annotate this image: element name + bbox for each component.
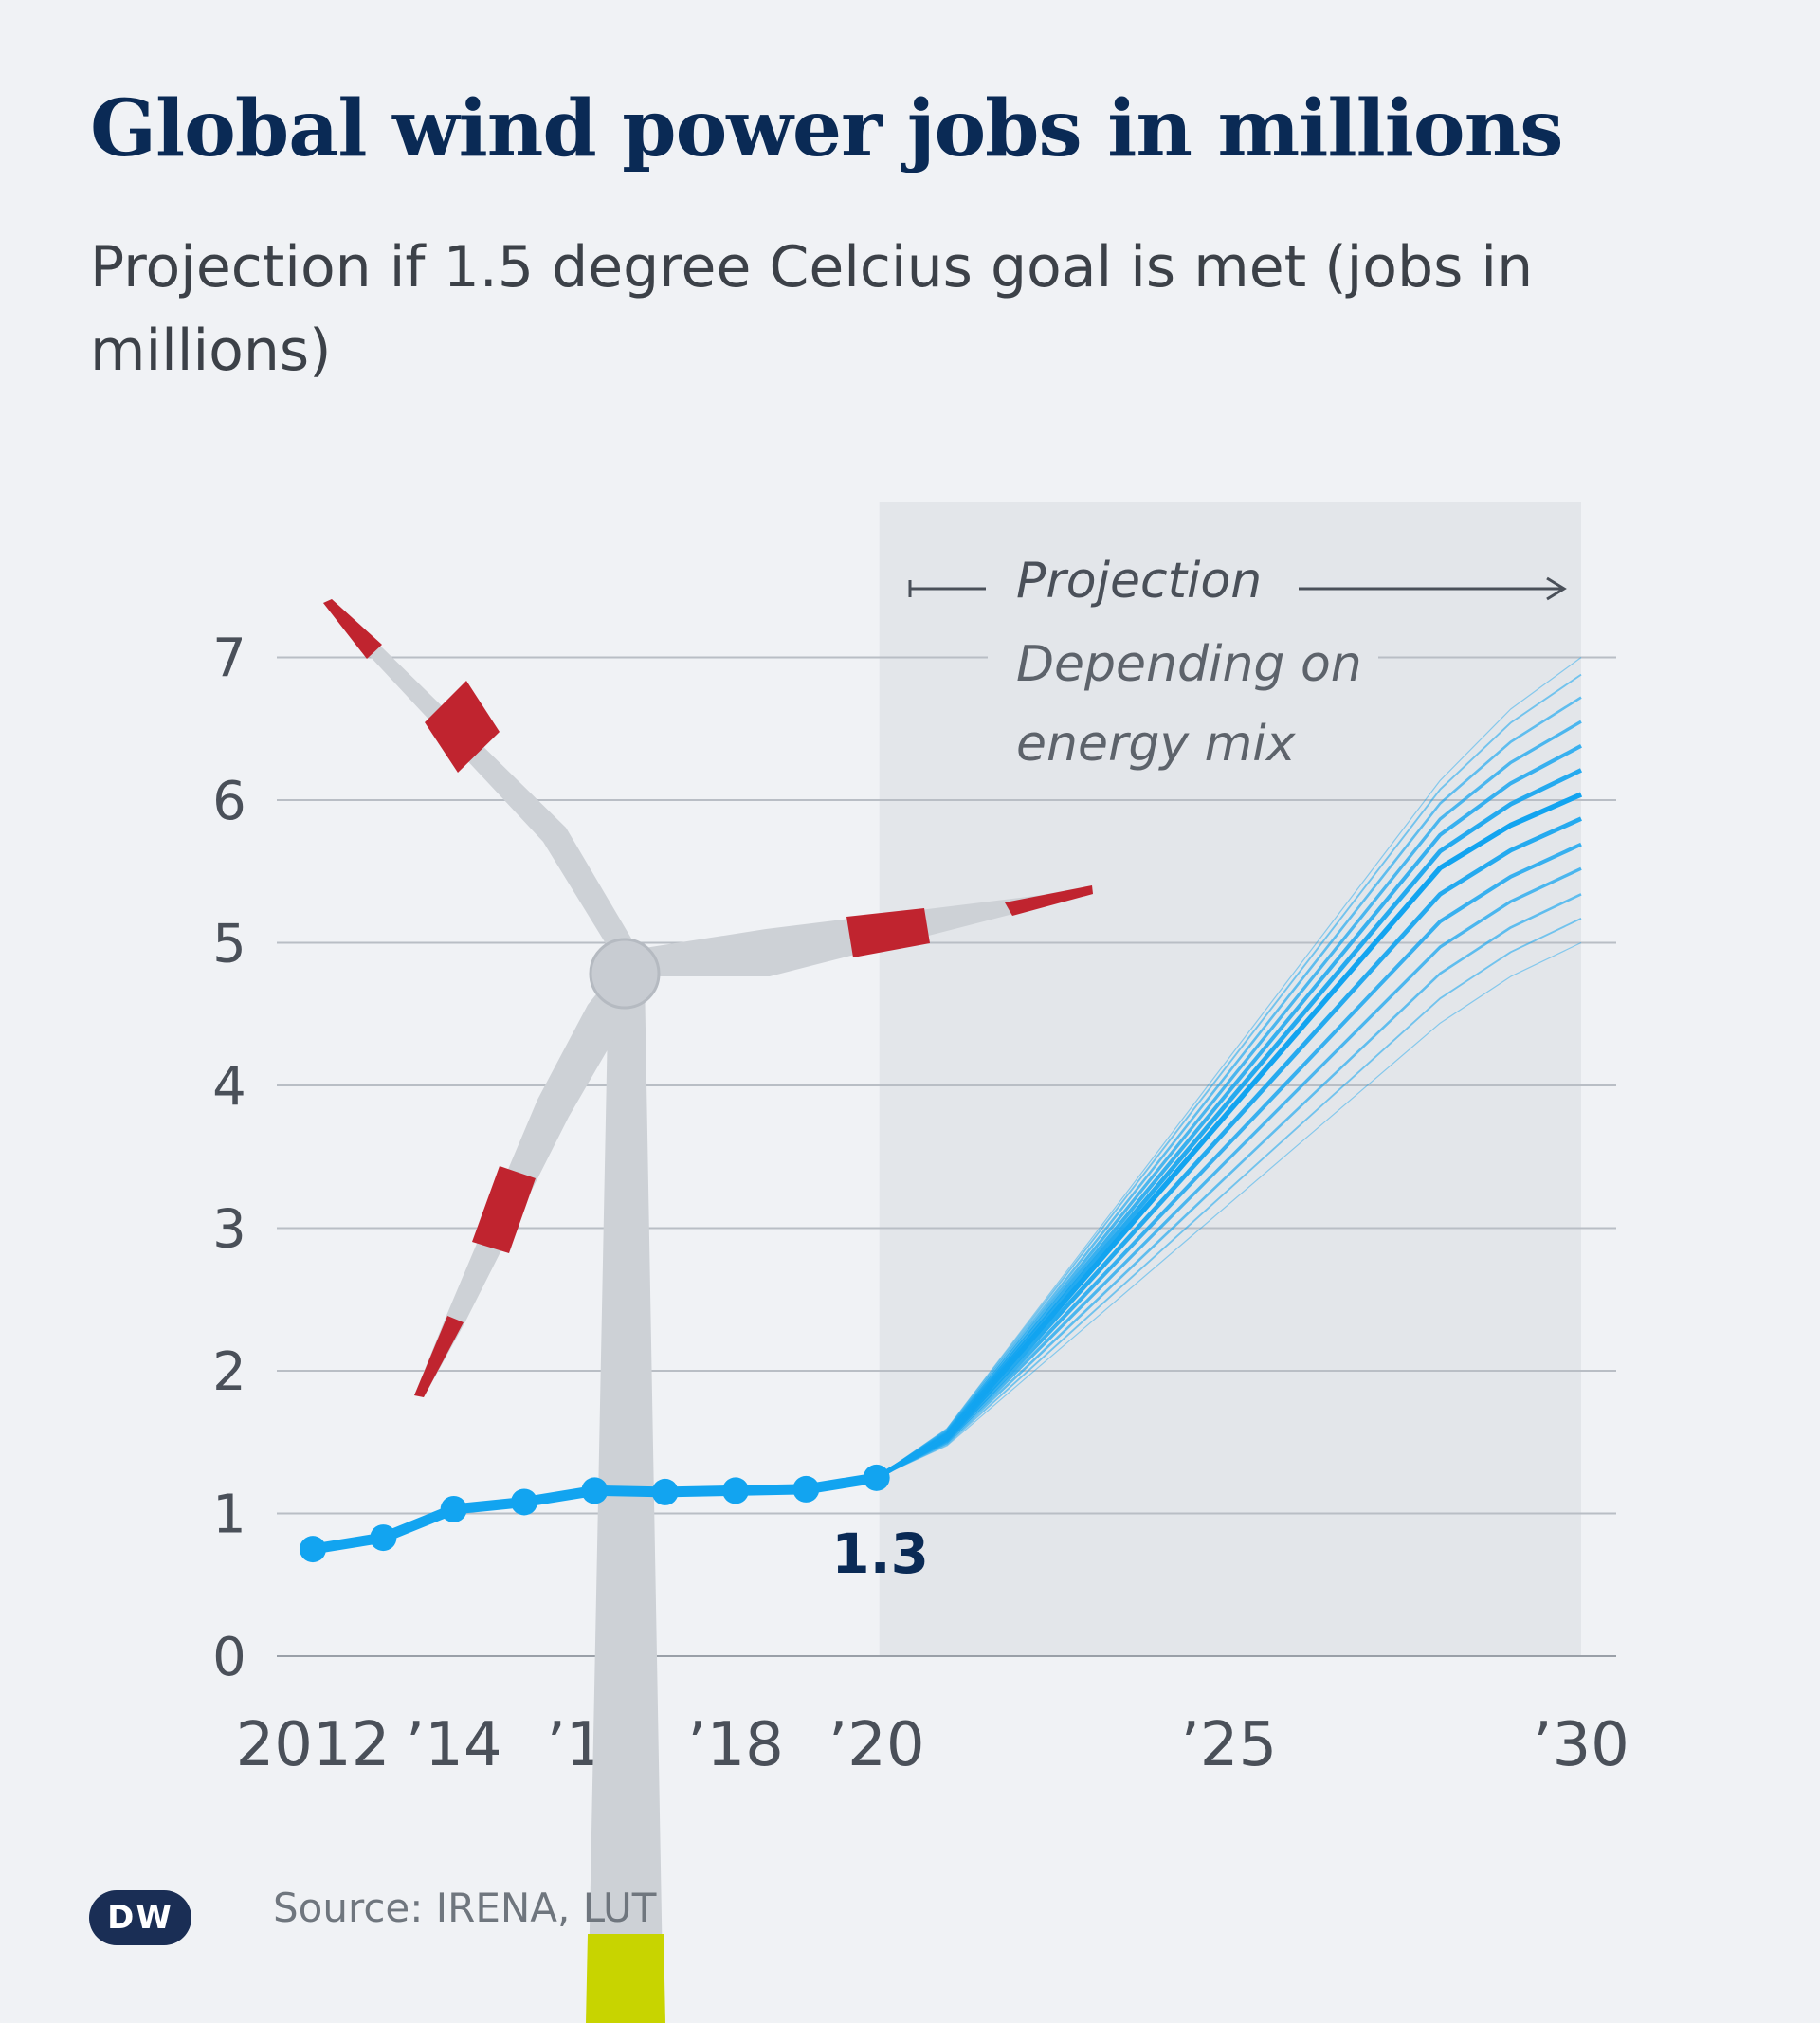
projection-arrow-head — [1546, 576, 1567, 601]
y-tick-label: 4 — [212, 1056, 246, 1118]
turbine-blade-lower-left — [414, 967, 645, 1397]
data-point — [722, 1477, 749, 1504]
data-point — [581, 1477, 609, 1504]
y-tick-label: 7 — [212, 629, 246, 690]
projection-header: Projection Depending on energy mix — [908, 553, 1567, 777]
y-tick-label: 2 — [212, 1341, 246, 1403]
turbine-tower-base — [586, 1934, 665, 2023]
projection-note-line1: Depending on — [1016, 636, 1362, 693]
dw-logo: DW — [89, 1890, 191, 1945]
projection-line — [876, 673, 1582, 1479]
x-tick-label: ’14 — [406, 1710, 502, 1780]
chart-subtitle: Projection if 1.5 degree Celcius goal is… — [90, 234, 1534, 384]
data-point — [792, 1475, 820, 1503]
x-tick-label: ’18 — [687, 1710, 784, 1780]
projection-lines — [875, 657, 1583, 1481]
source-note: Source: IRENA, LUT — [273, 1885, 657, 1931]
gridlines — [277, 656, 1616, 1657]
turbine-hub — [589, 938, 661, 1010]
y-tick-label: 5 — [212, 914, 246, 975]
x-tick-label: ’20 — [828, 1710, 925, 1780]
turbine-tower — [588, 976, 664, 2023]
turbine-blade-upper-left — [323, 599, 637, 957]
projection-heading: Projection — [1016, 553, 1262, 610]
historical-series: 1.3 — [300, 1464, 929, 1586]
turbine-blade-right — [645, 885, 1093, 976]
data-point — [863, 1464, 890, 1491]
x-tick-label: ’30 — [1533, 1710, 1629, 1780]
data-point — [300, 1536, 326, 1563]
y-axis: 0 1 2 3 4 5 6 7 — [212, 629, 246, 1689]
data-point — [651, 1478, 679, 1505]
y-tick-label: 3 — [212, 1199, 246, 1261]
y-tick-label: 6 — [212, 771, 246, 832]
data-point — [511, 1488, 537, 1516]
y-tick-label: 0 — [212, 1627, 246, 1688]
projection-line — [876, 657, 1582, 1479]
chart-title: Global wind power jobs in millions — [90, 83, 1563, 174]
x-tick-label: 2012 — [236, 1710, 391, 1780]
data-point — [440, 1495, 467, 1522]
x-tick-label: ’25 — [1180, 1710, 1277, 1780]
data-point — [370, 1524, 397, 1552]
x-axis: 2012’14’16’18’20’25’30 — [236, 1710, 1629, 1780]
value-label-2020: 1.3 — [831, 1522, 929, 1586]
projection-note-backdrop — [988, 635, 1378, 777]
wind-turbine-illustration — [323, 599, 1093, 2023]
y-tick-label: 1 — [212, 1485, 246, 1546]
projection-note-line2: energy mix — [1016, 716, 1297, 773]
